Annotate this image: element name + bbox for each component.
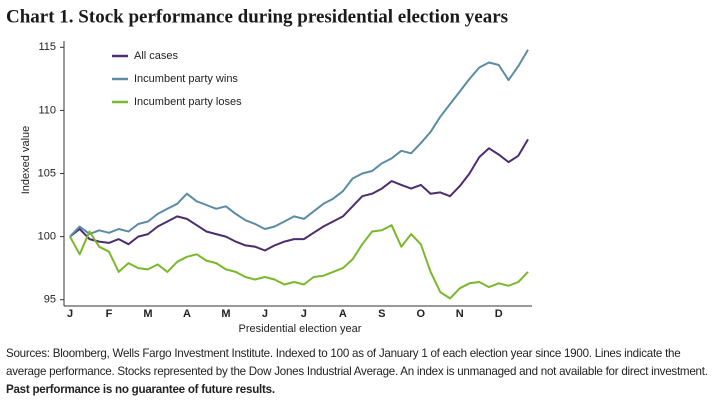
series-line [69, 49, 529, 238]
x-tick-label: A [339, 308, 347, 320]
y-tick-label: 115 [38, 41, 56, 53]
y-tick-label: 105 [38, 167, 56, 179]
x-tick-label: N [456, 308, 464, 320]
series-line [69, 138, 529, 252]
x-tick-label: A [183, 308, 191, 320]
chart-title: Chart 1. Stock performance during presid… [6, 6, 508, 27]
footnote: Sources: Bloomberg, Wells Fargo Investme… [6, 345, 714, 399]
y-axis-label: Indexed value [20, 126, 32, 195]
x-tick-label: F [106, 308, 113, 320]
source-emphasis: Past performance is no guarantee of futu… [6, 383, 275, 396]
legend-label: Incumbent party loses [134, 96, 242, 108]
x-tick-label: O [417, 308, 426, 320]
x-tick-label: S [378, 308, 385, 320]
x-tick-label: J [67, 308, 73, 320]
legend-label: All cases [134, 50, 179, 62]
y-tick-label: 100 [38, 231, 56, 243]
x-tick-label: D [495, 308, 503, 320]
legend-label: Incumbent party wins [134, 73, 238, 85]
y-tick-label: 110 [38, 104, 56, 116]
x-tick-label: J [262, 308, 268, 320]
y-tick-label: 95 [44, 294, 56, 306]
series-line [69, 224, 529, 300]
chart: Chart 1. Stock performance during presid… [6, 6, 532, 335]
x-tick-label: M [221, 308, 230, 320]
x-axis-label: Presidential election year [239, 323, 362, 335]
x-tick-label: M [143, 308, 152, 320]
x-tick-label: J [301, 308, 307, 320]
source: Sources: Bloomberg, Wells Fargo Investme… [6, 347, 708, 378]
